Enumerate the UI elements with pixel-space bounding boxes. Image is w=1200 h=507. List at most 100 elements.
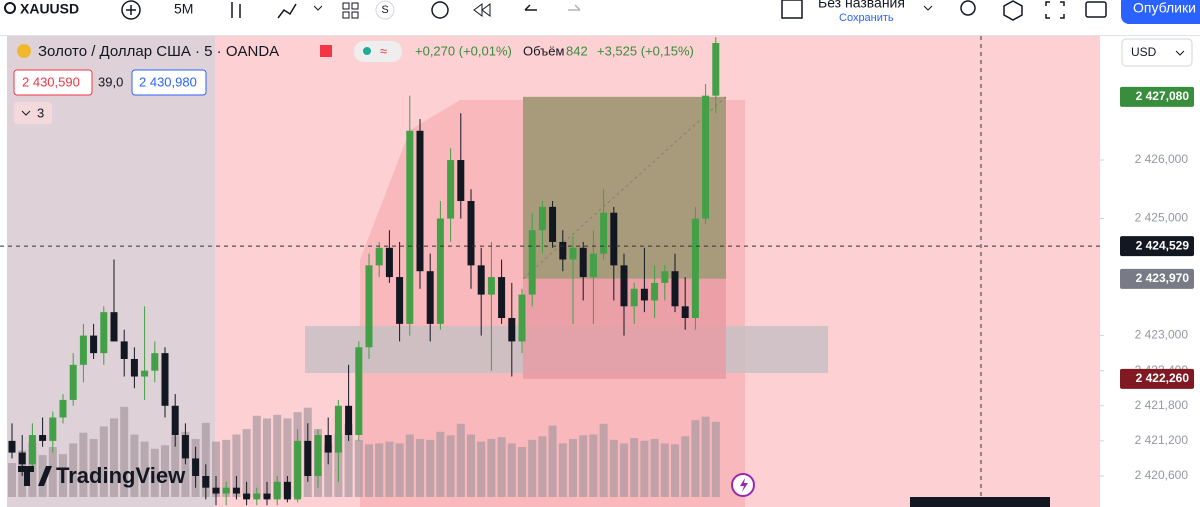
indicators-icon[interactable] (277, 3, 297, 19)
quick-search-icon[interactable] (960, 0, 976, 16)
candle-body (59, 399, 67, 418)
volume-bar (150, 448, 159, 497)
volume-bar (385, 441, 394, 497)
status-pill[interactable] (354, 41, 402, 62)
volume-bar (120, 406, 129, 497)
candle-body (528, 230, 536, 295)
volume-bar (324, 443, 333, 497)
sell-button[interactable] (13, 69, 93, 96)
candle-body (426, 271, 434, 324)
interval[interactable]: 5M (174, 1, 193, 17)
candle-body (651, 282, 659, 301)
volume-bar (599, 423, 608, 497)
candle-body (39, 435, 47, 441)
candle-body (661, 271, 669, 283)
candle-body (365, 265, 373, 348)
volume-bar (252, 415, 261, 497)
candle-body (691, 218, 699, 319)
snapshot-icon[interactable] (1085, 1, 1107, 18)
currency: USD (1131, 45, 1157, 59)
volume-bar (569, 438, 577, 497)
indicators-toggle[interactable] (14, 102, 52, 124)
candle-body (263, 493, 271, 500)
s-button[interactable] (375, 0, 395, 20)
candle-body (620, 265, 628, 307)
price-tag-label: 2 422,260 (1136, 371, 1190, 385)
candle-body (447, 160, 455, 219)
dropdown-icon[interactable] (923, 5, 933, 11)
replay-icon[interactable] (473, 3, 491, 17)
volume-bar (467, 434, 475, 497)
volume-bar (630, 438, 639, 497)
candles-icon[interactable] (231, 2, 241, 18)
volume-bar (140, 441, 149, 497)
toolbar (0, 0, 1200, 36)
volume-bar (375, 443, 384, 497)
logo (24, 466, 30, 486)
candle-body (171, 405, 179, 436)
price-change: +0,270 (+0,01%) (415, 43, 512, 58)
volume-bar (79, 432, 88, 497)
alert-icon[interactable] (431, 1, 449, 19)
volume-bar (497, 437, 506, 497)
volume-bar (558, 443, 567, 497)
publish-button[interactable] (1121, 0, 1200, 24)
volume-bar (477, 441, 486, 497)
s-badge: S (381, 4, 388, 16)
price-tag-label: 2 427,080 (1136, 89, 1190, 103)
currency-button[interactable] (1121, 38, 1193, 67)
volume-bar (589, 434, 598, 497)
layout-name[interactable]: Без названия (818, 0, 905, 11)
volume-bar (161, 445, 169, 497)
redo-icon[interactable] (568, 4, 581, 11)
volume-bar (579, 435, 588, 497)
volume-bar (59, 454, 67, 497)
search-icon[interactable] (4, 2, 16, 14)
volume-bar (171, 435, 180, 497)
save-label[interactable]: Сохранить (839, 12, 894, 24)
y-tick-label: 2 420,600 (1135, 468, 1189, 482)
volume-bar (487, 438, 496, 497)
candle-body (314, 435, 322, 476)
price-tag (1120, 368, 1194, 389)
symbol[interactable]: XAUUSD (20, 1, 79, 17)
volume-bar (681, 436, 690, 497)
volume-bar (242, 429, 251, 497)
y-tick-label: 2 421,200 (1135, 433, 1189, 447)
candle-body (406, 130, 414, 324)
add-symbol[interactable] (121, 0, 141, 20)
candle-body (18, 452, 26, 465)
volume-bar (416, 438, 424, 497)
candle-body (385, 247, 393, 278)
candle-body (477, 265, 485, 295)
settings-icon[interactable] (1003, 0, 1023, 21)
plus-icon (126, 5, 136, 15)
volume-bar (405, 434, 414, 497)
candle-body (100, 312, 108, 354)
flag-icon (320, 45, 332, 57)
volume-bar (701, 416, 710, 497)
volume-bar (365, 444, 373, 497)
volume-bar (222, 439, 231, 497)
delay-icon: ≈ (380, 43, 387, 58)
candle-body (334, 405, 342, 453)
candle-body (702, 95, 710, 219)
undo-icon[interactable] (524, 4, 537, 11)
volume-bar (548, 425, 557, 497)
candle-body (375, 247, 383, 266)
candle-body (681, 306, 689, 319)
volume-bar (395, 443, 404, 497)
candle-body (304, 440, 312, 476)
volume-bar (48, 447, 57, 497)
layouts-icon[interactable] (342, 2, 359, 19)
time-tag (910, 497, 1050, 507)
volume-bar (181, 431, 190, 497)
dropdown-icon[interactable] (313, 5, 323, 11)
candle-body (243, 493, 251, 500)
plus-icon[interactable] (1101, 239, 1117, 255)
buy-button[interactable] (131, 69, 207, 96)
layout-checkbox[interactable] (781, 0, 803, 19)
candle-body (253, 493, 261, 500)
fullscreen-icon[interactable] (1045, 1, 1065, 19)
